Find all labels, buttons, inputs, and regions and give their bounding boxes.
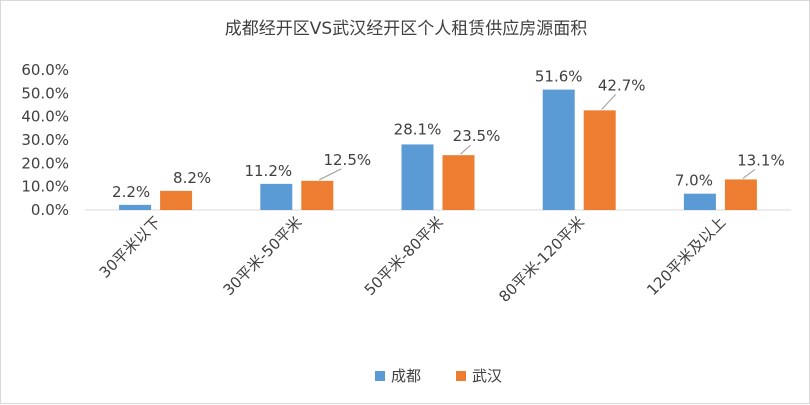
legend-swatch — [456, 371, 466, 381]
category-label: 30平米-50平米 — [220, 213, 306, 299]
bar-chengdu — [683, 193, 716, 210]
bar-chengdu — [401, 144, 434, 210]
legend: 成都 武汉 — [375, 367, 502, 385]
bar-chengdu — [542, 89, 575, 210]
leader-line — [742, 168, 756, 179]
bar-wuhan — [442, 155, 475, 210]
bar-wuhan — [724, 179, 757, 210]
data-label: 12.5% — [323, 151, 371, 169]
bar-chengdu — [260, 183, 293, 210]
x-axis: 30平米以下 30平米-50平米 50平米-80平米 80平米-120平米 120平米及… — [96, 213, 729, 306]
y-axis: 0.0% 10.0% 20.0% 30.0% 40.0% 50.0% 60.0% — [21, 61, 69, 219]
category-label: 50平米-80平米 — [361, 213, 447, 299]
data-label: 42.7% — [598, 76, 646, 94]
leader-line — [319, 168, 342, 181]
y-tick-label: 10.0% — [21, 178, 69, 196]
bar-wuhan — [301, 180, 334, 210]
leader-line — [601, 93, 617, 110]
y-tick-label: 50.0% — [21, 84, 69, 102]
data-label: 11.2% — [244, 162, 292, 180]
data-label: 7.0% — [675, 172, 713, 190]
data-label: 51.6% — [535, 68, 583, 86]
data-label: 2.2% — [112, 183, 150, 201]
y-tick-label: 40.0% — [21, 108, 69, 126]
category-label: 30平米以下 — [96, 213, 165, 282]
y-tick-label: 0.0% — [31, 201, 69, 219]
y-tick-label: 30.0% — [21, 131, 69, 149]
bar-wuhan — [583, 110, 616, 210]
data-label: 23.5% — [453, 127, 501, 145]
category-label: 120平米及以上 — [643, 213, 729, 299]
bar-wuhan — [160, 190, 193, 210]
legend-label: 武汉 — [472, 367, 502, 385]
data-label: 8.2% — [173, 169, 211, 187]
legend-label: 成都 — [391, 367, 421, 385]
chart-title: 成都经开区VS武汉经开区个人租赁供应房源面积 — [225, 19, 587, 39]
legend-swatch — [375, 371, 385, 381]
bar-chengdu — [119, 204, 152, 210]
data-labels: 2.2% 8.2% 11.2% 12.5% 28.1% 23.5% 51.6% 42.7% 7.… — [112, 68, 785, 201]
leader-line — [460, 144, 471, 155]
y-tick-label: 20.0% — [21, 154, 69, 172]
leader-lines — [319, 93, 756, 181]
bars — [119, 89, 757, 210]
data-label: 28.1% — [394, 120, 442, 138]
y-tick-label: 60.0% — [21, 61, 69, 79]
data-label: 13.1% — [737, 151, 785, 169]
category-label: 80平米-120平米 — [495, 213, 588, 306]
